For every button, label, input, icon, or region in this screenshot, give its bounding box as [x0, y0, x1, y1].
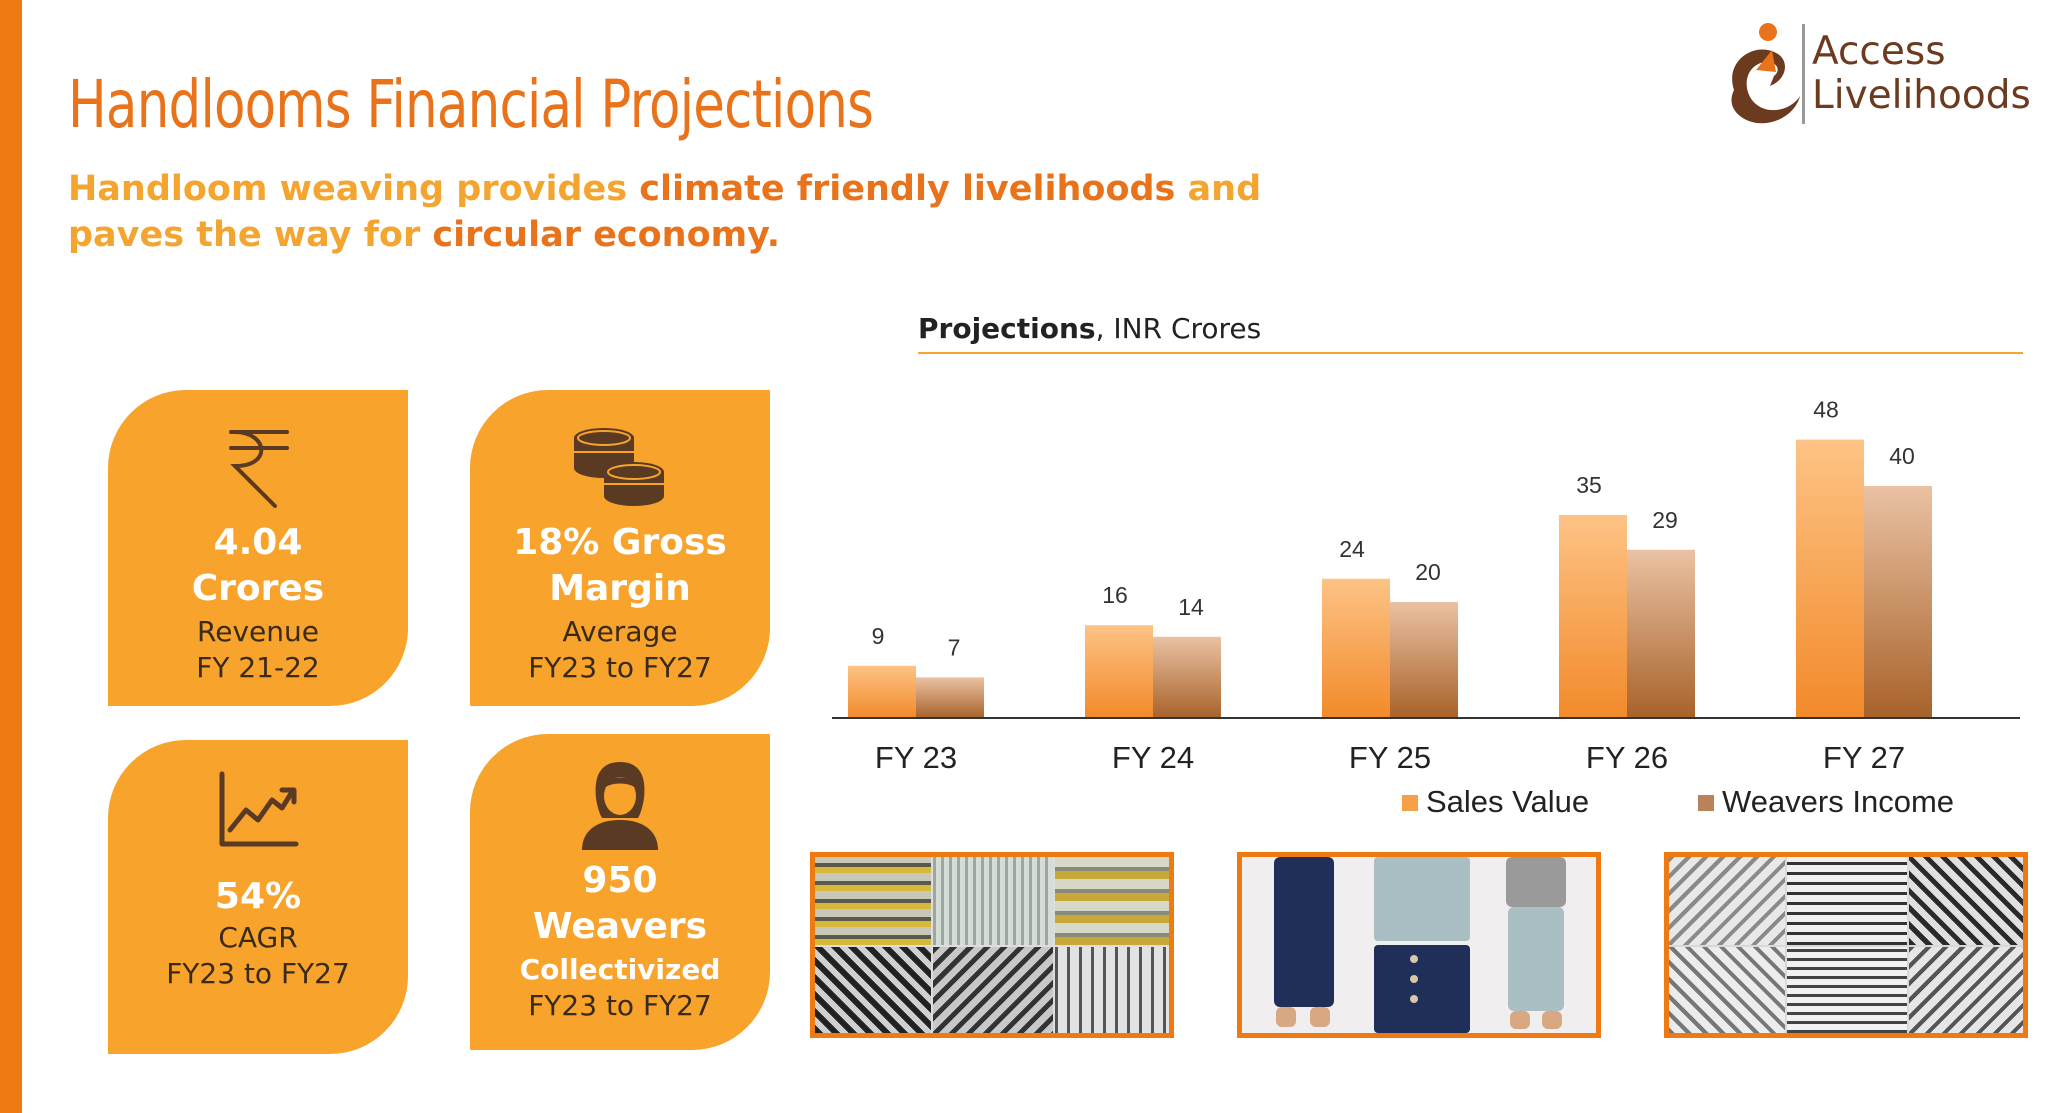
bar-sales-value-fy-25	[1322, 578, 1390, 718]
striped-fabric-1	[1669, 857, 1785, 945]
handloom-trousers-photo	[1237, 852, 1601, 1038]
page-subtitle: Handloom weaving provides climate friend…	[68, 166, 1368, 258]
rupee-icon	[229, 430, 289, 508]
data-label-weavers-income-fy-25: 20	[1415, 559, 1441, 585]
data-label-sales-value-fy-23: 9	[872, 623, 885, 649]
data-label-sales-value-fy-27: 48	[1813, 397, 1839, 423]
data-label-weavers-income-fy-23: 7	[948, 634, 961, 660]
subtitle-highlight-1: climate friendly livelihoods	[639, 169, 1176, 209]
gross-margin-card: 18% Gross Margin Average FY23 to FY27	[470, 390, 770, 706]
x-tick-label-fy-25: FY 25	[1349, 740, 1431, 775]
striped-fabric-3	[1909, 857, 2023, 945]
data-label-weavers-income-fy-27: 40	[1889, 443, 1915, 469]
gross-margin-period: FY23 to FY27	[528, 651, 712, 684]
data-label-weavers-income-fy-24: 14	[1178, 594, 1204, 620]
x-tick-label-fy-24: FY 24	[1112, 740, 1194, 775]
legend-label-sales-value: Sales Value	[1426, 784, 1589, 819]
striped-fabric-2	[1787, 857, 1907, 945]
weavers-card: 950 Weavers Collectivized FY23 to FY27	[470, 734, 770, 1050]
access-livelihoods-logo-icon	[1731, 23, 1800, 124]
fabric-sample-mustard-stripe	[1055, 857, 1169, 945]
subtitle-part-3: and paves the way for	[68, 169, 1262, 255]
data-label-weavers-income-fy-26: 29	[1652, 507, 1678, 533]
navy-trousers-detail	[1374, 945, 1470, 1033]
revenue-label: Revenue	[197, 615, 319, 648]
bar-weavers-income-fy-27	[1864, 486, 1932, 718]
legend-label-weavers-income: Weavers Income	[1722, 784, 1954, 819]
grey-outfit-model	[1496, 857, 1576, 1033]
logo-divider	[1802, 24, 1805, 124]
bar-weavers-income-fy-24	[1153, 636, 1221, 718]
gross-margin-label: Average	[562, 615, 678, 648]
striped-fabric-4	[1669, 947, 1785, 1033]
striped-fabric-6	[1909, 947, 2023, 1033]
grey-trousers-model	[1374, 857, 1470, 941]
striped-fabric-5	[1787, 947, 1907, 1033]
fabric-sample-black-weave	[933, 947, 1053, 1033]
handloom-striped-fabric-photo	[1664, 852, 2028, 1038]
legend-swatch-weavers-income	[1698, 795, 1714, 811]
cagr-label: CAGR	[218, 921, 298, 954]
legend-swatch-sales-value	[1402, 795, 1418, 811]
fabric-sample-black-diagonal	[815, 947, 931, 1033]
weavers-period: FY23 to FY27	[528, 989, 712, 1022]
revenue-period: FY 21-22	[196, 651, 320, 684]
logo-line-1: Access	[1812, 29, 1946, 74]
data-label-sales-value-fy-24: 16	[1102, 582, 1128, 608]
chart-title: Projections, INR Crores	[918, 312, 1261, 345]
chart-title-rest: , INR Crores	[1095, 312, 1262, 345]
bar-sales-value-fy-23	[848, 665, 916, 718]
bar-sales-value-fy-24	[1085, 625, 1153, 718]
bar-weavers-income-fy-25	[1390, 602, 1458, 718]
fabric-sample-yellow-check	[815, 857, 931, 945]
subtitle-part-1: Handloom weaving provides	[68, 169, 640, 209]
weaver-person-icon	[582, 762, 658, 850]
bar-sales-value-fy-27	[1796, 439, 1864, 718]
fabric-sample-grey-check	[933, 857, 1053, 945]
logo-line-2: Livelihoods	[1812, 73, 2031, 118]
data-label-sales-value-fy-26: 35	[1576, 472, 1602, 498]
weavers-value: 950 Weavers	[532, 860, 708, 947]
access-livelihoods-logo: Access Livelihoods	[1716, 18, 2031, 130]
subtitle-highlight-2: circular economy.	[432, 215, 781, 255]
bar-weavers-income-fy-23	[916, 677, 984, 718]
x-tick-label-fy-26: FY 26	[1586, 740, 1668, 775]
x-tick-label-fy-23: FY 23	[875, 740, 957, 775]
page-title: Handlooms Financial Projections	[68, 66, 874, 143]
revenue-value: 4.04 Crores	[191, 522, 325, 609]
coins-icon	[574, 428, 664, 506]
bar-sales-value-fy-26	[1559, 515, 1627, 718]
growth-chart-icon	[219, 771, 299, 847]
cagr-value: 54%	[214, 876, 302, 917]
bar-weavers-income-fy-26	[1627, 549, 1695, 718]
left-accent-bar	[0, 0, 22, 1113]
cagr-card: 54% CAGR FY23 to FY27	[108, 740, 408, 1054]
fabric-sample-white-grid	[1055, 947, 1169, 1033]
navy-trousers-model	[1266, 857, 1338, 1033]
x-tick-label-fy-27: FY 27	[1823, 740, 1905, 775]
revenue-card: 4.04 Crores Revenue FY 21-22	[108, 390, 408, 706]
weavers-label: Collectivized	[519, 953, 721, 986]
gross-margin-value: 18% Gross Margin	[513, 522, 727, 609]
chart-title-underline	[918, 352, 2023, 354]
handloom-fabric-samples-photo	[810, 852, 1174, 1038]
logo-text: Access Livelihoods	[1812, 30, 2031, 118]
chart-title-bold: Projections	[918, 312, 1096, 345]
data-label-sales-value-fy-25: 24	[1339, 536, 1365, 562]
cagr-period: FY23 to FY27	[166, 957, 350, 990]
projections-bar-chart: 9 7 16 14 24 20 35 29 48 40 FY 23 FY 24 FY 25 FY 26 F…	[832, 397, 2020, 819]
